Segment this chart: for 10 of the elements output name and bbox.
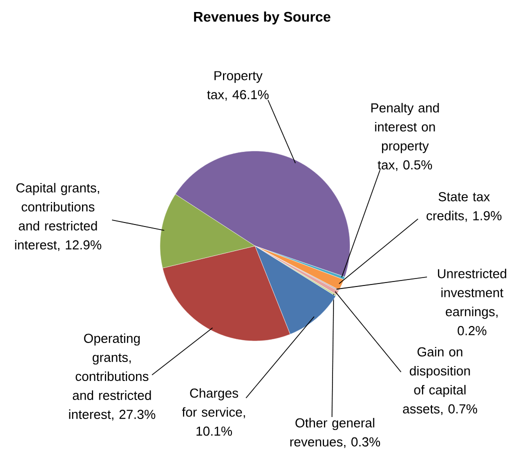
slice-label: Gain on disposition of capital assets, 0.7%	[402, 346, 478, 416]
slice-label: Penalty and interest on property tax, 0.5%	[371, 102, 439, 172]
slice-label: State tax credits, 1.9%	[426, 192, 502, 222]
slice-label: Other general revenues, 0.3%	[290, 418, 380, 448]
slice-label: Property tax, 46.1%	[207, 71, 269, 101]
slice-label: Unrestricted investment earnings, 0.2%	[438, 268, 506, 336]
slice-label: Capital grants, contributions and restricted interest, 12.9%	[15, 182, 102, 252]
chart-title: Revenues by Source	[194, 11, 330, 25]
slice-label: Charges for service, 10.1%	[182, 388, 245, 436]
slice-label: Operating grants, contributions and restricted interest, 27.3%	[69, 333, 156, 421]
